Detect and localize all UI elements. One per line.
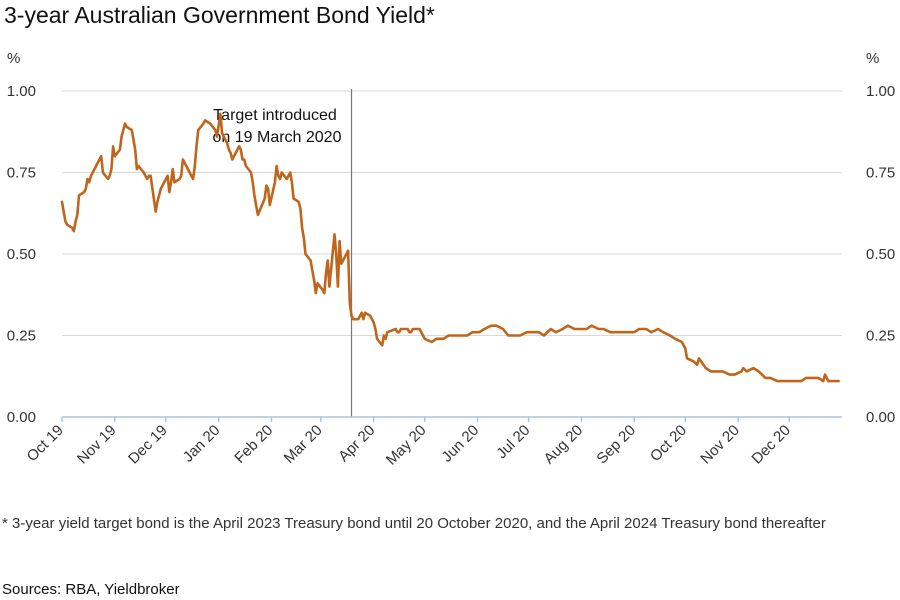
- x-tick-label: Jun 20: [439, 422, 483, 466]
- x-tick-label: Nov 20: [697, 422, 743, 468]
- series-layer: [60, 112, 840, 383]
- y-unit-left: %: [7, 50, 20, 67]
- y-tick-label-right: 0.00: [866, 409, 895, 426]
- y-tick-label-left: 0.00: [7, 409, 36, 426]
- x-tick-label: Oct 19: [24, 422, 67, 465]
- y-tick-label-right: 0.75: [866, 165, 895, 182]
- annotation-text-line1: Target introduced: [213, 107, 337, 124]
- x-tick-label: May 20: [383, 422, 430, 469]
- x-tick-label: Dec 20: [748, 422, 794, 468]
- y-tick-label-left: 1.00: [7, 83, 36, 100]
- annotation-text-line2: on 19 March 2020: [213, 129, 342, 146]
- chart-title: 3-year Australian Government Bond Yield*: [4, 2, 435, 28]
- x-tick-label: Mar 20: [281, 422, 326, 467]
- y-tick-label-left: 0.50: [7, 246, 36, 263]
- axes: 0.00 0.00 0.25 0.25 0.50 0.50 0.75 0.75 1.00 1.00…: [7, 50, 895, 469]
- y-tick-label-left: 0.75: [7, 165, 36, 182]
- x-tick-label: Apr 20: [335, 422, 378, 465]
- x-tick-label: Jan 20: [180, 422, 224, 466]
- x-tick-label: Nov 19: [74, 422, 120, 468]
- x-tick-label: Aug 20: [541, 422, 587, 468]
- y-tick-label-right: 0.25: [866, 328, 895, 345]
- sources: Sources: RBA, Yieldbroker: [2, 581, 180, 598]
- x-tick-label: Oct 20: [647, 422, 690, 465]
- x-tick-label: Jul 20: [493, 422, 533, 462]
- x-tick-label: Dec 19: [125, 422, 171, 468]
- y-tick-label-left: 0.25: [7, 328, 36, 345]
- series-line-yield: [60, 112, 840, 383]
- y-tick-label-right: 1.00: [866, 83, 895, 100]
- y-tick-label-right: 0.50: [866, 246, 895, 263]
- annotation: Target introduced on 19 March 2020: [213, 89, 353, 417]
- x-tick-label: Feb 20: [231, 422, 276, 467]
- x-tick-label: Sep 20: [593, 422, 639, 468]
- y-unit-right: %: [866, 50, 879, 67]
- gridlines: [62, 90, 842, 336]
- footnote: * 3-year yield target bond is the April …: [2, 515, 826, 532]
